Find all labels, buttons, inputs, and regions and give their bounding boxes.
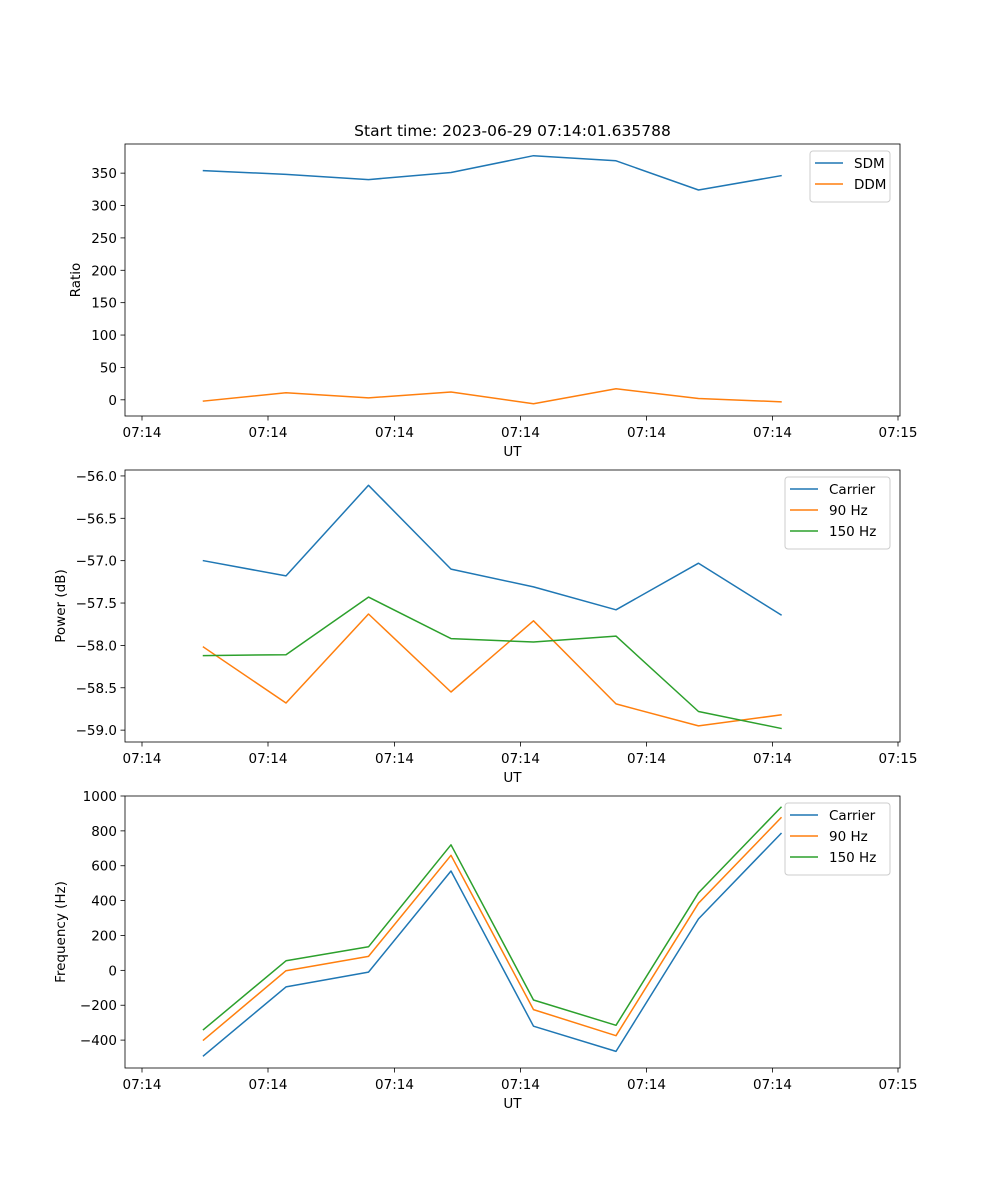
- subplot-3: 07:14 07:14 07:14 07:14 07:14 07:14 07:15 −400 −…: [53, 789, 917, 1112]
- legend-label: 90 Hz: [829, 503, 868, 519]
- x-tick-label: 07:14: [123, 751, 162, 767]
- y-tick-label: 350: [91, 166, 117, 182]
- x-tick-label: 07:15: [879, 751, 918, 767]
- x-tick-label: 07:14: [753, 751, 792, 767]
- y-tick-label: −57.0: [76, 554, 117, 570]
- x-tick-label: 07:14: [501, 425, 540, 441]
- x-tick-label: 07:14: [249, 1077, 288, 1093]
- y-tick-label: 250: [91, 231, 117, 247]
- y-tick-label: 800: [91, 824, 117, 840]
- subplots: 07:14 07:14 07:14 07:14 07:14 07:14 07:15 0 50 10…: [53, 143, 918, 1112]
- y-tick-label: 600: [91, 859, 117, 875]
- y-tick-label: 150: [91, 296, 117, 312]
- x-tick-label: 07:14: [753, 1077, 792, 1093]
- y-axis-label: Power (dB): [53, 569, 69, 642]
- y-tick-label: 200: [91, 263, 117, 279]
- legend-label: DDM: [854, 177, 886, 193]
- legend-label: 150 Hz: [829, 850, 876, 866]
- legend: SDM DDM: [809, 150, 891, 203]
- series-line-ddm: [202, 388, 782, 405]
- y-tick-label: −57.5: [76, 596, 117, 612]
- series-line-150-hz: [202, 596, 782, 730]
- y-axis-label: Ratio: [68, 263, 84, 298]
- x-tick-label: 07:14: [375, 1077, 414, 1093]
- subplot-1: 07:14 07:14 07:14 07:14 07:14 07:14 07:15 0 50 10…: [68, 143, 918, 460]
- x-tick-label: 07:14: [501, 1077, 540, 1093]
- legend-label: 90 Hz: [829, 829, 868, 845]
- legend: Carrier 90 Hz 150 Hz: [784, 476, 891, 550]
- y-axis-label: Frequency (Hz): [53, 881, 69, 983]
- y-tick-label: 100: [91, 328, 117, 344]
- y-tick-label: −58.0: [76, 638, 117, 654]
- legend-label: Carrier: [829, 482, 876, 498]
- x-tick-label: 07:15: [879, 425, 918, 441]
- x-tick-label: 07:15: [879, 1077, 918, 1093]
- legend: Carrier 90 Hz 150 Hz: [784, 802, 891, 876]
- subplot-2: 07:14 07:14 07:14 07:14 07:14 07:14 07:15 −59.0…: [53, 469, 917, 786]
- y-tick-label: −400: [80, 1033, 117, 1049]
- x-tick-label: 07:14: [627, 751, 666, 767]
- x-axis-label: UT: [503, 770, 522, 786]
- x-tick-label: 07:14: [627, 425, 666, 441]
- series-line-carrier: [202, 832, 783, 1057]
- y-tick-label: 1000: [83, 789, 117, 805]
- legend-label: Carrier: [829, 808, 876, 824]
- x-tick-label: 07:14: [123, 425, 162, 441]
- series-line-90-hz: [202, 613, 782, 727]
- y-tick-label: −59.0: [76, 723, 117, 739]
- x-tick-label: 07:14: [375, 751, 414, 767]
- series-line-90-hz: [202, 816, 783, 1042]
- x-tick-label: 07:14: [375, 425, 414, 441]
- x-axis-label: UT: [503, 1096, 522, 1112]
- axes-frame: [124, 795, 901, 1069]
- y-tick-label: 0: [108, 393, 117, 409]
- series-line-150-hz: [202, 806, 783, 1031]
- y-tick-label: 50: [100, 360, 117, 376]
- x-tick-label: 07:14: [753, 425, 792, 441]
- legend-label: 150 Hz: [829, 524, 876, 540]
- y-tick-label: −56.5: [76, 511, 117, 527]
- y-tick-label: 200: [91, 928, 117, 944]
- y-tick-label: 0: [108, 963, 117, 979]
- legend-label: SDM: [854, 156, 885, 172]
- series-line-sdm: [202, 154, 782, 191]
- y-tick-label: −56.0: [76, 469, 117, 485]
- axes-frame: [124, 469, 901, 743]
- axes-frame: [124, 143, 901, 417]
- x-tick-label: 07:14: [249, 425, 288, 441]
- x-tick-label: 07:14: [123, 1077, 162, 1093]
- x-tick-label: 07:14: [627, 1077, 666, 1093]
- x-axis-label: UT: [503, 444, 522, 460]
- x-tick-label: 07:14: [501, 751, 540, 767]
- y-tick-label: 400: [91, 894, 117, 910]
- x-tick-label: 07:14: [249, 751, 288, 767]
- y-tick-label: −58.5: [76, 681, 117, 697]
- y-tick-label: 300: [91, 199, 117, 215]
- series-line-carrier: [202, 484, 783, 616]
- y-tick-label: −200: [80, 998, 117, 1014]
- figure-title: Start time: 2023-06-29 07:14:01.635788: [354, 122, 671, 140]
